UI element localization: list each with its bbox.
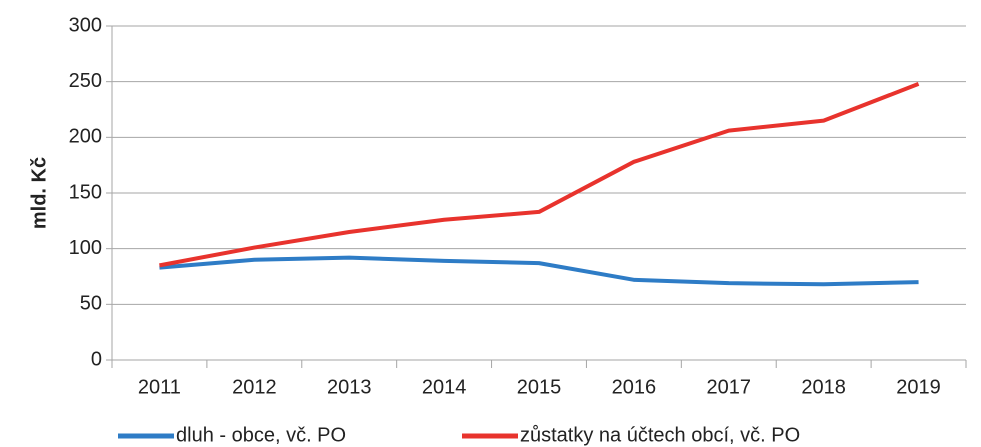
y-tick-label: 50 (80, 293, 102, 315)
series-line (159, 82, 920, 268)
y-tick-label: 200 (69, 126, 102, 148)
y-axis-label: mld. Kč (28, 157, 50, 229)
y-tick-label: 250 (69, 70, 102, 92)
y-tick-label: 0 (91, 348, 102, 370)
x-tick-label: 2011 (138, 376, 181, 398)
x-tick-label: 2014 (422, 376, 467, 398)
x-tick-label: 2012 (232, 376, 277, 398)
y-tick-label: 100 (69, 237, 102, 259)
series-line (159, 255, 919, 287)
x-tick-label: 2015 (517, 376, 562, 398)
legend-label: zůstatky na účtech obcí, vč. PO (520, 424, 800, 446)
x-tick-label: 2018 (801, 376, 846, 398)
y-tick-label: 150 (69, 181, 102, 203)
x-tick-label: 2017 (707, 376, 752, 398)
y-tick-label: 300 (69, 14, 102, 36)
x-tick-label: 2016 (612, 376, 657, 398)
legend-label: dluh - obce, vč. PO (176, 424, 346, 446)
x-tick-label: 2013 (327, 376, 372, 398)
x-tick-label: 2019 (896, 376, 941, 398)
